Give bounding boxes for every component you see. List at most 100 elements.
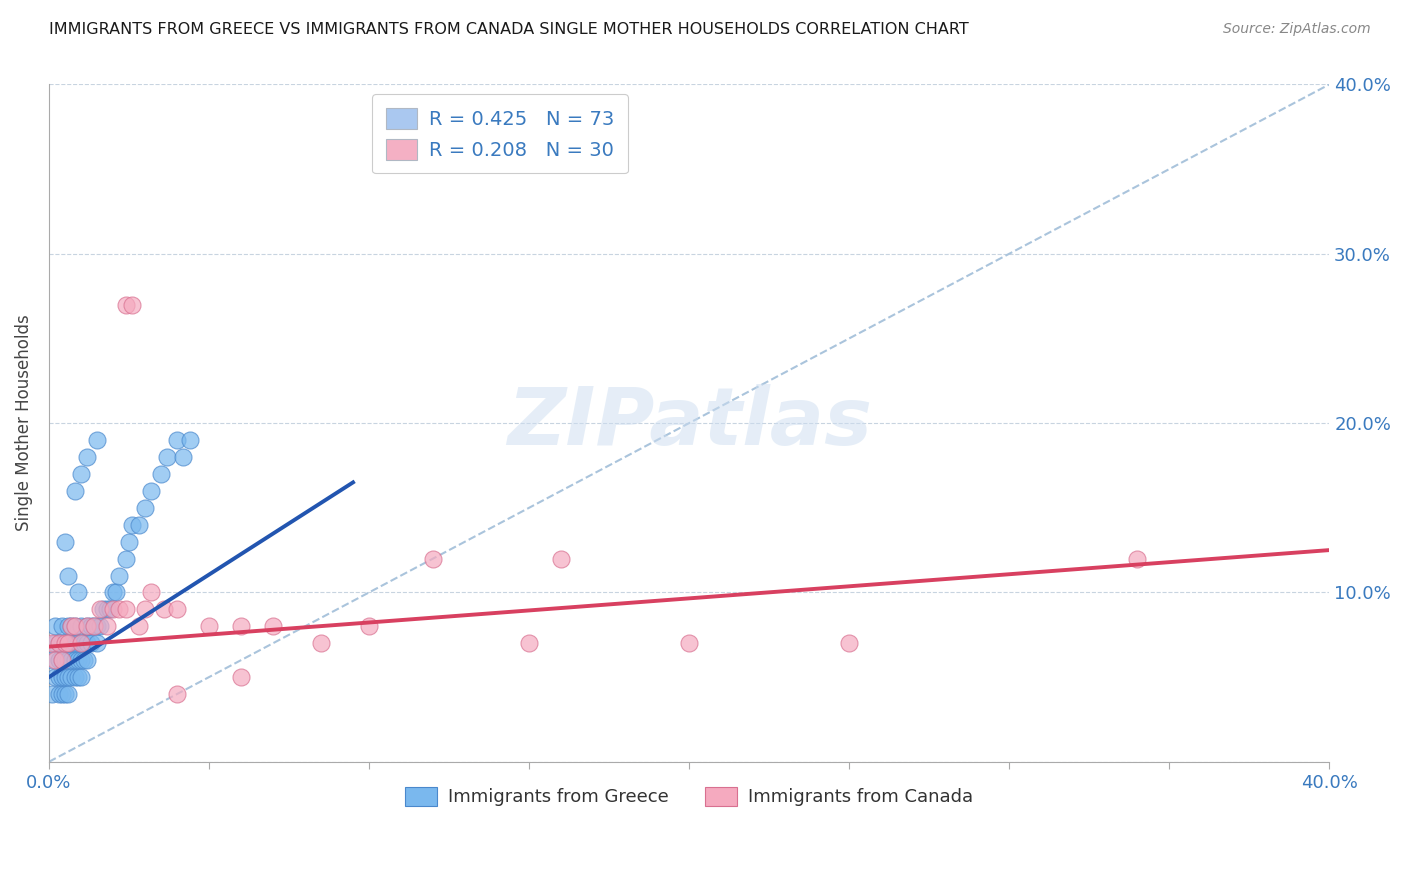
Point — [128, 619, 150, 633]
Point — [51, 670, 73, 684]
Point — [60, 653, 83, 667]
Point — [179, 433, 201, 447]
Point — [53, 636, 76, 650]
Legend: Immigrants from Greece, Immigrants from Canada: Immigrants from Greece, Immigrants from … — [398, 780, 980, 814]
Point — [44, 636, 66, 650]
Point — [156, 450, 179, 464]
Point — [66, 585, 89, 599]
Point — [101, 602, 124, 616]
Point — [101, 585, 124, 599]
Point — [56, 670, 79, 684]
Point — [118, 534, 141, 549]
Point — [44, 653, 66, 667]
Point — [153, 602, 176, 616]
Point — [53, 687, 76, 701]
Point — [150, 467, 173, 481]
Point — [229, 670, 252, 684]
Point — [63, 653, 86, 667]
Point — [76, 619, 98, 633]
Point — [141, 483, 163, 498]
Text: Source: ZipAtlas.com: Source: ZipAtlas.com — [1223, 22, 1371, 37]
Point — [76, 619, 98, 633]
Point — [51, 687, 73, 701]
Point — [56, 619, 79, 633]
Point — [98, 602, 121, 616]
Point — [89, 602, 111, 616]
Y-axis label: Single Mother Households: Single Mother Households — [15, 315, 32, 532]
Point — [517, 636, 540, 650]
Point — [70, 636, 93, 650]
Point — [108, 602, 131, 616]
Point — [96, 619, 118, 633]
Point — [79, 636, 101, 650]
Point — [141, 585, 163, 599]
Point — [309, 636, 332, 650]
Point — [44, 670, 66, 684]
Point — [60, 636, 83, 650]
Point — [60, 619, 83, 633]
Point — [134, 602, 156, 616]
Point — [63, 636, 86, 650]
Point — [48, 636, 70, 650]
Text: ZIPatlas: ZIPatlas — [506, 384, 872, 462]
Point — [66, 636, 89, 650]
Point — [53, 670, 76, 684]
Point — [108, 568, 131, 582]
Point — [48, 687, 70, 701]
Point — [48, 670, 70, 684]
Point — [166, 433, 188, 447]
Point — [63, 483, 86, 498]
Point — [86, 433, 108, 447]
Point — [56, 568, 79, 582]
Point — [96, 602, 118, 616]
Point — [60, 670, 83, 684]
Point — [48, 636, 70, 650]
Point — [56, 653, 79, 667]
Point — [262, 619, 284, 633]
Point — [166, 602, 188, 616]
Point — [56, 636, 79, 650]
Point — [121, 297, 143, 311]
Point — [134, 500, 156, 515]
Point — [51, 653, 73, 667]
Point — [53, 534, 76, 549]
Point — [76, 653, 98, 667]
Point — [678, 636, 700, 650]
Point — [79, 619, 101, 633]
Point — [51, 653, 73, 667]
Point — [76, 636, 98, 650]
Point — [66, 653, 89, 667]
Point — [550, 551, 572, 566]
Point — [60, 619, 83, 633]
Point — [198, 619, 221, 633]
Point — [1126, 551, 1149, 566]
Point — [83, 619, 105, 633]
Point — [70, 619, 93, 633]
Point — [73, 653, 96, 667]
Point — [56, 636, 79, 650]
Point — [63, 670, 86, 684]
Point — [53, 636, 76, 650]
Point — [63, 619, 86, 633]
Point — [93, 602, 115, 616]
Point — [56, 687, 79, 701]
Point — [172, 450, 194, 464]
Point — [422, 551, 444, 566]
Point — [121, 517, 143, 532]
Point — [51, 619, 73, 633]
Point — [41, 653, 63, 667]
Point — [76, 450, 98, 464]
Point — [70, 636, 93, 650]
Text: IMMIGRANTS FROM GREECE VS IMMIGRANTS FROM CANADA SINGLE MOTHER HOUSEHOLDS CORREL: IMMIGRANTS FROM GREECE VS IMMIGRANTS FRO… — [49, 22, 969, 37]
Point — [166, 687, 188, 701]
Point — [105, 585, 128, 599]
Point — [114, 602, 136, 616]
Point — [83, 619, 105, 633]
Point — [73, 636, 96, 650]
Point — [114, 297, 136, 311]
Point — [63, 619, 86, 633]
Point — [86, 619, 108, 633]
Point — [44, 619, 66, 633]
Point — [51, 636, 73, 650]
Point — [70, 670, 93, 684]
